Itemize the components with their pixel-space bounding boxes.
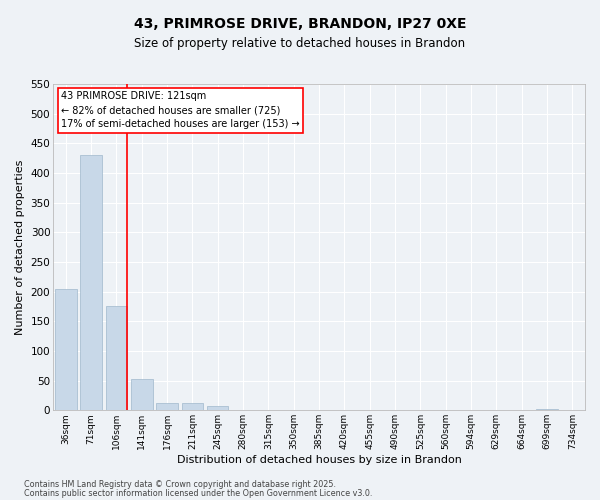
- Text: Contains HM Land Registry data © Crown copyright and database right 2025.: Contains HM Land Registry data © Crown c…: [24, 480, 336, 489]
- Text: 43 PRIMROSE DRIVE: 121sqm
← 82% of detached houses are smaller (725)
17% of semi: 43 PRIMROSE DRIVE: 121sqm ← 82% of detac…: [61, 91, 299, 129]
- Bar: [182, 402, 203, 410]
- Text: Size of property relative to detached houses in Brandon: Size of property relative to detached ho…: [134, 38, 466, 51]
- Bar: [106, 306, 127, 410]
- Text: 43, PRIMROSE DRIVE, BRANDON, IP27 0XE: 43, PRIMROSE DRIVE, BRANDON, IP27 0XE: [134, 18, 466, 32]
- Y-axis label: Number of detached properties: Number of detached properties: [15, 160, 25, 335]
- Bar: [55, 288, 77, 410]
- Bar: [536, 409, 558, 410]
- Bar: [131, 380, 152, 410]
- Text: Contains public sector information licensed under the Open Government Licence v3: Contains public sector information licen…: [24, 489, 373, 498]
- Bar: [207, 406, 229, 410]
- X-axis label: Distribution of detached houses by size in Brandon: Distribution of detached houses by size …: [176, 455, 461, 465]
- Bar: [157, 402, 178, 410]
- Bar: [80, 155, 102, 410]
